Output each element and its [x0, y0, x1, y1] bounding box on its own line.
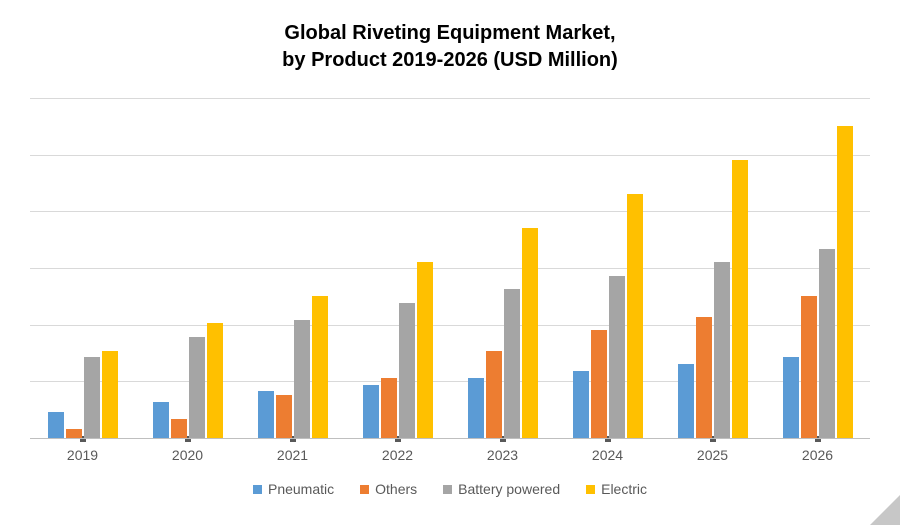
- chart-bar-group: [30, 99, 135, 439]
- chart-bar: [363, 385, 379, 439]
- chart-bar: [573, 371, 589, 439]
- chart-bar-group: [765, 99, 870, 439]
- legend-item: Battery powered: [443, 481, 560, 497]
- legend-item: Pneumatic: [253, 481, 334, 497]
- chart-x-label: 2021: [240, 447, 345, 463]
- chart-bar: [417, 262, 433, 439]
- chart-bar: [84, 357, 100, 439]
- chart-bar: [732, 160, 748, 439]
- chart-x-label: 2026: [765, 447, 870, 463]
- legend-swatch: [253, 485, 262, 494]
- chart-bar: [189, 337, 205, 439]
- chart-bar-group: [660, 99, 765, 439]
- legend-label: Electric: [601, 481, 647, 497]
- chart-bar: [486, 351, 502, 439]
- chart-bar-group: [135, 99, 240, 439]
- chart-x-label: 2019: [30, 447, 135, 463]
- chart-bar: [609, 276, 625, 439]
- chart-baseline: [30, 438, 870, 439]
- chart-title: Global Riveting Equipment Market, by Pro…: [30, 20, 870, 74]
- chart-x-label: 2024: [555, 447, 660, 463]
- chart-bar: [522, 228, 538, 439]
- chart-bar-group: [555, 99, 660, 439]
- legend-item: Others: [360, 481, 417, 497]
- chart-bar: [504, 289, 520, 439]
- chart-bar: [783, 357, 799, 439]
- legend-swatch: [586, 485, 595, 494]
- chart-bar: [102, 351, 118, 439]
- chart-x-label: 2022: [345, 447, 450, 463]
- chart-legend: Pneumatic Others Battery powered Electric: [30, 481, 870, 497]
- chart-bar-group: [345, 99, 450, 439]
- page-corner-fold: [870, 495, 900, 525]
- chart-bar: [468, 378, 484, 439]
- chart-title-line1: Global Riveting Equipment Market,: [30, 20, 870, 47]
- chart-bar: [294, 320, 310, 439]
- legend-label: Others: [375, 481, 417, 497]
- chart-bar: [837, 126, 853, 439]
- legend-label: Battery powered: [458, 481, 560, 497]
- chart-bar: [399, 303, 415, 439]
- chart-x-label: 2020: [135, 447, 240, 463]
- chart-bar: [48, 412, 64, 439]
- chart-bar: [678, 364, 694, 439]
- legend-item: Electric: [586, 481, 647, 497]
- chart-bar: [801, 296, 817, 439]
- chart-bar-groups: [30, 99, 870, 439]
- chart-plot-area: [30, 99, 870, 439]
- chart-bar: [153, 402, 169, 439]
- chart-x-label: 2023: [450, 447, 555, 463]
- chart-bar: [312, 296, 328, 439]
- chart-bar: [714, 262, 730, 439]
- chart-bar: [276, 395, 292, 439]
- chart-bar: [819, 249, 835, 439]
- chart-bar: [207, 323, 223, 439]
- legend-swatch: [443, 485, 452, 494]
- chart-title-line2: by Product 2019-2026 (USD Million): [30, 47, 870, 74]
- legend-swatch: [360, 485, 369, 494]
- chart-bar: [627, 194, 643, 439]
- chart-bar: [381, 378, 397, 439]
- chart-bar: [258, 391, 274, 439]
- chart-bar: [591, 330, 607, 439]
- chart-bar: [171, 419, 187, 439]
- chart-bar-group: [450, 99, 555, 439]
- legend-label: Pneumatic: [268, 481, 334, 497]
- chart-x-labels: 20192020202120222023202420252026: [30, 447, 870, 463]
- chart-x-label: 2025: [660, 447, 765, 463]
- chart-bar-group: [240, 99, 345, 439]
- chart-bar: [696, 317, 712, 439]
